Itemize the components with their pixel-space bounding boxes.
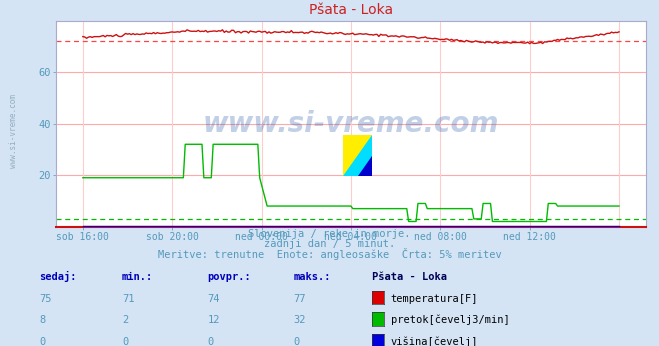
- Text: www.si-vreme.com: www.si-vreme.com: [203, 110, 499, 138]
- Text: 32: 32: [293, 315, 306, 325]
- Polygon shape: [343, 135, 372, 176]
- Text: 71: 71: [122, 294, 134, 304]
- Text: pretok[čevelj3/min]: pretok[čevelj3/min]: [391, 315, 509, 325]
- Text: 2: 2: [122, 315, 128, 325]
- Text: maks.:: maks.:: [293, 272, 331, 282]
- Text: 77: 77: [293, 294, 306, 304]
- Text: sedaj:: sedaj:: [40, 271, 77, 282]
- Text: 75: 75: [40, 294, 52, 304]
- Text: 0: 0: [40, 337, 45, 346]
- Polygon shape: [343, 135, 372, 176]
- Text: Pšata - Loka: Pšata - Loka: [372, 272, 447, 282]
- Text: Meritve: trenutne  Enote: angleosaške  Črta: 5% meritev: Meritve: trenutne Enote: angleosaške Črt…: [158, 248, 501, 260]
- Text: temperatura[F]: temperatura[F]: [391, 294, 478, 304]
- Text: 74: 74: [208, 294, 220, 304]
- Text: min.:: min.:: [122, 272, 153, 282]
- Text: 8: 8: [40, 315, 45, 325]
- Text: www.si-vreme.com: www.si-vreme.com: [9, 94, 18, 169]
- Text: višina[čevelj]: višina[čevelj]: [391, 336, 478, 346]
- Text: povpr.:: povpr.:: [208, 272, 251, 282]
- Text: 12: 12: [208, 315, 220, 325]
- Text: 0: 0: [208, 337, 214, 346]
- Title: Pšata - Loka: Pšata - Loka: [309, 3, 393, 17]
- Text: 0: 0: [122, 337, 128, 346]
- Polygon shape: [358, 156, 372, 176]
- Text: 0: 0: [293, 337, 299, 346]
- Text: Slovenija / reke in morje.: Slovenija / reke in morje.: [248, 229, 411, 239]
- Text: zadnji dan / 5 minut.: zadnji dan / 5 minut.: [264, 239, 395, 249]
